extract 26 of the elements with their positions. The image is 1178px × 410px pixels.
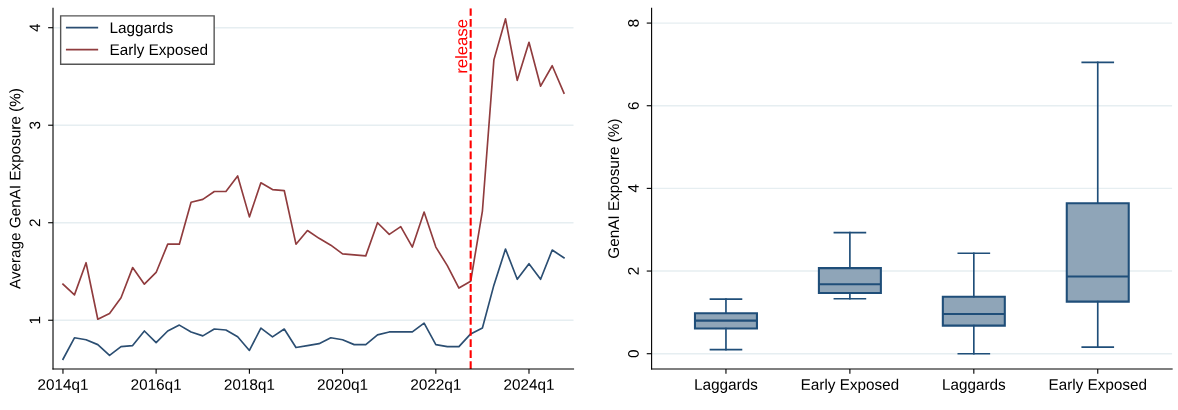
x-tick-label: 2016q1 (131, 379, 181, 393)
x-tick-label: Early Exposed (1049, 378, 1147, 393)
y-tick-label: 8 (628, 19, 639, 27)
y-tick-label: 4 (628, 184, 639, 193)
x-tick-label: Laggards (943, 378, 1006, 393)
y-axis-title: GenAI Exposure (%) (607, 119, 623, 258)
x-tick-label: 2022q1 (411, 379, 461, 393)
y-tick-label: 4 (29, 23, 41, 32)
y-tick-label: 6 (628, 102, 639, 110)
x-tick-label: Laggards (695, 378, 758, 393)
legend-label: Laggards (110, 21, 173, 37)
y-axis-title: Average GenAI Exposure (%) (9, 89, 24, 290)
x-tick-label: Early Exposed (801, 378, 899, 393)
line-series (62, 248, 565, 361)
ref-line-label: release (455, 19, 468, 73)
y-tick-label: 2 (29, 219, 41, 227)
x-tick-label: 2020q1 (317, 379, 368, 393)
x-tick-label: 2018q1 (224, 379, 275, 393)
legend-label: Early Exposed (110, 43, 208, 59)
y-tick-label: 3 (29, 121, 41, 129)
line-series (62, 18, 565, 321)
x-tick-label: 2024q1 (504, 379, 554, 393)
y-tick-label: 1 (29, 316, 41, 324)
x-tick-label: 2014q1 (38, 379, 88, 393)
y-tick-label: 2 (628, 267, 639, 275)
y-tick-label: 0 (628, 350, 639, 358)
